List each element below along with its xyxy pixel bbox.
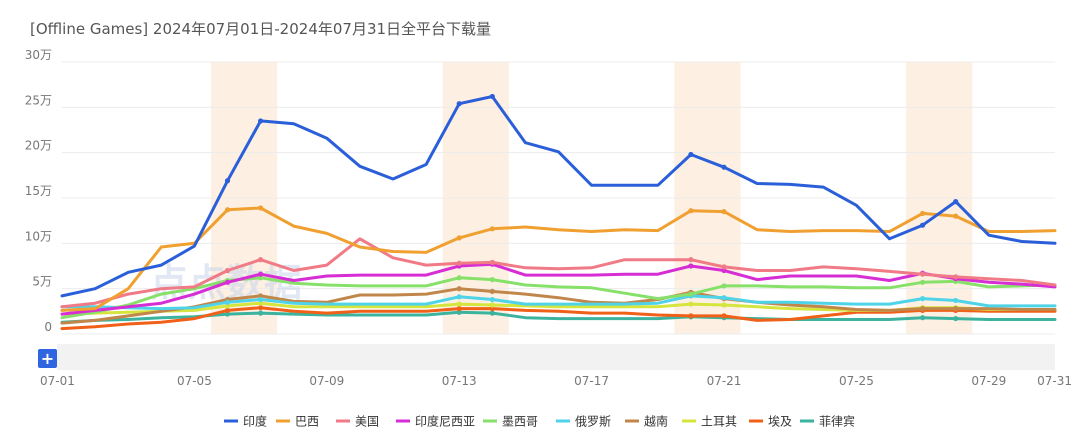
series-0-point-27 — [953, 199, 959, 205]
series-2-point-6 — [258, 257, 264, 263]
series-1-point-27 — [953, 213, 959, 219]
series-5-point-13 — [489, 296, 495, 303]
series-3-point-6 — [258, 271, 264, 277]
legend-label-8: 埃及 — [768, 415, 792, 429]
series-6-point-6 — [258, 293, 264, 299]
series-1-point-12 — [456, 235, 462, 241]
series-6-point-27 — [953, 306, 959, 312]
series-9-point-12 — [456, 309, 462, 315]
series-8-point-5 — [224, 307, 231, 314]
y-tick-label-5: 25万 — [25, 93, 52, 107]
series-7-point-19 — [688, 301, 694, 307]
series-1-point-6 — [258, 205, 264, 211]
series-7-point-13 — [489, 302, 495, 308]
series-6-point-12 — [456, 286, 462, 292]
series-8-point-6 — [258, 305, 264, 311]
series-0-point-20 — [721, 164, 727, 170]
series-1-point-26 — [920, 210, 926, 217]
series-9-point-5 — [224, 311, 231, 317]
legend-label-0: 印度 — [243, 414, 267, 429]
series-2-point-5 — [224, 267, 231, 274]
y-tick-label-2: 10万 — [25, 229, 52, 243]
series-1-point-20 — [721, 209, 727, 215]
y-tick-label-3: 15万 — [25, 184, 52, 198]
legend-label-3: 印度尼西亚 — [415, 414, 475, 429]
series-8-point-12 — [456, 306, 462, 312]
series-2-point-26 — [920, 271, 926, 277]
y-tick-label-4: 20万 — [25, 139, 52, 153]
series-2-point-27 — [953, 274, 959, 280]
series-3-point-19 — [688, 263, 694, 269]
series-0-point-19 — [688, 151, 694, 158]
series-2-point-19 — [688, 257, 694, 263]
series-4-point-19 — [688, 291, 694, 297]
series-1-point-19 — [688, 208, 694, 214]
series-6-point-26 — [920, 306, 926, 312]
series-3-point-20 — [721, 267, 727, 274]
legend-label-5: 俄罗斯 — [575, 415, 611, 429]
x-tick-label-1: 07-05 — [177, 374, 212, 388]
series-0-point-13 — [489, 93, 495, 100]
series-0-point-26 — [920, 222, 926, 228]
series-2-point-12 — [456, 260, 462, 266]
x-tick-label-8: 07-31 — [1037, 374, 1072, 388]
x-tick-label-4: 07-17 — [574, 374, 609, 388]
series-7-point-12 — [456, 301, 462, 307]
y-tick-label-1: 5万 — [32, 275, 52, 289]
x-tick-label-0: 07-01 — [40, 374, 75, 388]
series-1-point-13 — [489, 226, 495, 232]
y-tick-label-6: 30万 — [25, 48, 52, 62]
series-4-point-6 — [258, 275, 264, 281]
series-5-point-27 — [953, 297, 959, 304]
series-1-point-5 — [224, 207, 231, 213]
series-9-point-26 — [920, 315, 926, 321]
zoom-expand-button[interactable]: + — [38, 349, 57, 368]
x-tick-label-2: 07-09 — [309, 374, 344, 388]
series-5-point-12 — [456, 294, 462, 300]
series-3-point-5 — [224, 279, 231, 285]
series-5-point-5 — [224, 299, 231, 305]
series-5-point-6 — [258, 296, 264, 303]
legend-label-2: 美国 — [355, 415, 379, 429]
series-4-point-13 — [489, 277, 495, 283]
series-8-point-20 — [721, 313, 727, 319]
series-4-point-20 — [721, 283, 727, 289]
series-7-point-20 — [721, 302, 727, 308]
x-tick-label-3: 07-13 — [442, 374, 477, 388]
series-2-point-20 — [721, 264, 727, 270]
series-8-point-19 — [688, 313, 694, 319]
x-tick-label-7: 07-29 — [971, 374, 1006, 388]
series-7-point-5 — [224, 303, 231, 309]
series-0-point-6 — [258, 118, 264, 124]
legend-label-4: 墨西哥 — [502, 415, 538, 429]
series-8-point-13 — [489, 306, 495, 312]
chart-title: [Offline Games] 2024年07月01日-2024年07月31日全… — [30, 20, 492, 38]
range-scroll-track — [57, 344, 1055, 370]
series-5-point-26 — [920, 296, 926, 302]
series-9-point-13 — [489, 310, 495, 316]
x-tick-label-5: 07-21 — [707, 374, 742, 388]
legend-label-6: 越南 — [644, 414, 668, 429]
series-4-point-12 — [456, 275, 462, 281]
series-0-point-5 — [224, 178, 231, 184]
series-0-point-12 — [456, 101, 462, 107]
series-9-point-27 — [953, 315, 959, 322]
series-5-point-20 — [721, 295, 727, 301]
series-9-point-6 — [258, 310, 264, 316]
series-7-point-6 — [258, 300, 264, 306]
y-tick-label-0: 0 — [44, 320, 52, 334]
series-6-point-13 — [489, 288, 495, 294]
series-2-point-13 — [489, 259, 495, 265]
legend-label-7: 土耳其 — [701, 415, 737, 429]
legend-label-9: 菲律宾 — [819, 414, 855, 429]
x-tick-label-6: 07-25 — [839, 374, 874, 388]
series-4-point-26 — [920, 279, 926, 285]
legend-label-1: 巴西 — [295, 415, 319, 429]
